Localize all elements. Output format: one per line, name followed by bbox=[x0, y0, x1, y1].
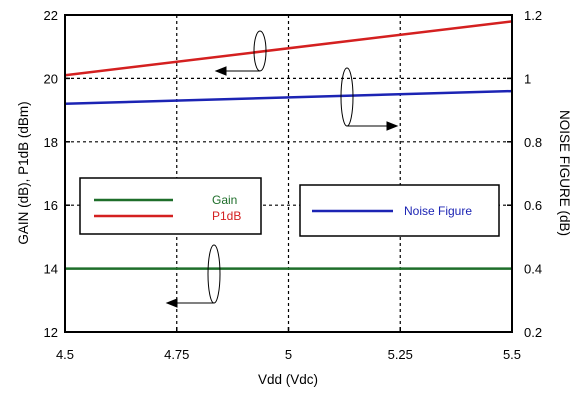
y-right-tick-label: 0.8 bbox=[524, 135, 542, 150]
noise-figure-axis-indicator bbox=[340, 67, 399, 131]
legend-label-gain: Gain bbox=[212, 193, 237, 207]
x-tick-label: 5.25 bbox=[388, 347, 413, 362]
y-axis-left-title: GAIN (dB), P1dB (dBm) bbox=[16, 101, 31, 244]
y-left-tick-label: 22 bbox=[44, 8, 58, 23]
p1db-axis-indicator bbox=[214, 30, 267, 76]
legend-box bbox=[79, 177, 262, 235]
series-lines bbox=[64, 20, 513, 270]
y-right-tick-label: 0.4 bbox=[524, 262, 542, 277]
legend-box bbox=[299, 184, 500, 237]
y-right-tick-label: 0.2 bbox=[524, 325, 542, 340]
tick-labels: 4.5 4.75 5 5.25 5.5 12 14 16 18 20 22 0.2 0.4 0.6 0.8 1… bbox=[44, 8, 543, 362]
y-right-tick-label: 1 bbox=[524, 71, 531, 86]
gain-axis-indicator bbox=[165, 244, 221, 308]
series-line-p1db bbox=[64, 20, 513, 77]
p1db-arrow-head bbox=[214, 66, 227, 76]
x-tick-label: 5 bbox=[285, 347, 292, 362]
y-right-tick-label: 0.6 bbox=[524, 198, 542, 213]
x-tick-label: 4.5 bbox=[56, 347, 74, 362]
y-left-tick-label: 14 bbox=[44, 262, 58, 277]
gain-ellipse bbox=[207, 244, 221, 304]
x-tick-label: 5.5 bbox=[503, 347, 521, 362]
y-left-tick-label: 18 bbox=[44, 135, 58, 150]
y-axis-right-title: NOISE FIGURE (dB) bbox=[557, 110, 572, 236]
legend-label-noise-figure: Noise Figure bbox=[404, 204, 472, 218]
y-left-tick-label: 20 bbox=[44, 71, 58, 86]
x-tick-label: 4.75 bbox=[164, 347, 189, 362]
legend-label-p1db: P1dB bbox=[212, 209, 241, 223]
series-line-noise-figure bbox=[64, 89, 513, 106]
y-left-tick-label: 16 bbox=[44, 198, 58, 213]
grid-lines bbox=[64, 14, 513, 333]
y-right-tick-label: 1.2 bbox=[524, 8, 542, 23]
plot-frame bbox=[64, 14, 513, 333]
gain-arrow-head bbox=[165, 298, 178, 308]
y-left-tick-label: 12 bbox=[44, 325, 58, 340]
noise-figure-arrow-head bbox=[386, 121, 399, 131]
legend-gain-p1db: Gain P1dB bbox=[79, 177, 262, 235]
legend-noise-figure: Noise Figure bbox=[299, 184, 500, 237]
x-axis-title: Vdd (Vdc) bbox=[258, 372, 318, 387]
